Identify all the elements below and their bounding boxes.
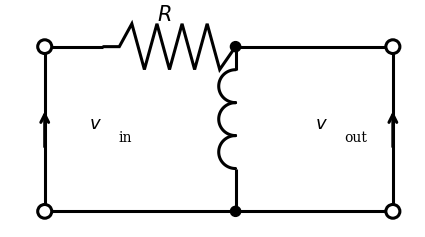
Ellipse shape <box>38 40 52 54</box>
Text: out: out <box>345 131 368 145</box>
Ellipse shape <box>230 42 241 52</box>
Ellipse shape <box>386 205 400 218</box>
Ellipse shape <box>38 205 52 218</box>
Ellipse shape <box>230 206 241 216</box>
Text: $R$: $R$ <box>157 5 172 25</box>
Text: $v$: $v$ <box>89 115 102 133</box>
Text: $v$: $v$ <box>315 115 328 133</box>
Text: in: in <box>118 131 132 145</box>
Ellipse shape <box>386 40 400 54</box>
